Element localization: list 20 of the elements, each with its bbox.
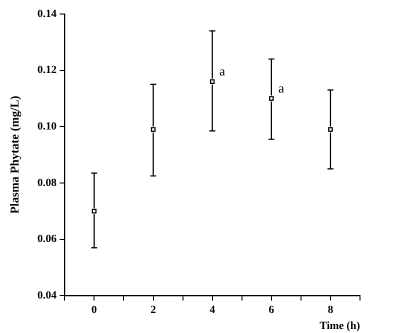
- point: [92, 208, 97, 214]
- annotation: a: [219, 64, 226, 79]
- y-tick-label: 0.06: [37, 233, 58, 246]
- y-tick-label: 0.12: [37, 64, 58, 76]
- x-tick-label: 8: [328, 304, 334, 316]
- y-tick-label: 0.08: [37, 176, 58, 189]
- y-tick-label: 0.04: [37, 289, 58, 302]
- point: [210, 79, 215, 84]
- x-tick-label: 0: [91, 304, 98, 316]
- point: [150, 127, 156, 132]
- x-tick-label: 4: [210, 304, 216, 316]
- x-axis-title: Time (h): [320, 320, 360, 332]
- x-tick-label: 2: [150, 304, 157, 316]
- point: [328, 127, 333, 132]
- x-tick-label: 6: [268, 304, 275, 316]
- y-tick-label: 0.14: [37, 8, 58, 20]
- y-tick-label: 0.10: [37, 120, 58, 132]
- y-axis-title: Plasma Phytate (mg/L): [7, 96, 22, 214]
- point: [269, 96, 274, 101]
- annotation: a: [278, 80, 284, 96]
